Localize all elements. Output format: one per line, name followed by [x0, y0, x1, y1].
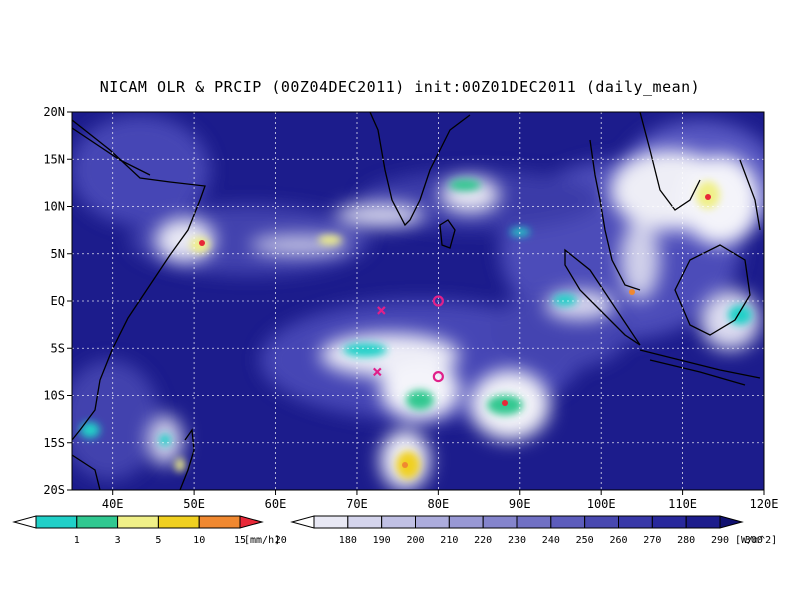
lat-tick-label: EQ	[51, 294, 65, 308]
olr-colorbar: 180 190 200 210 220 230 240 250 260 270 280 290 300[…	[290, 515, 777, 546]
lat-tick-label: 5N	[51, 247, 65, 261]
colorbar-label: 5	[155, 535, 161, 546]
colorbar-label: 1	[74, 535, 80, 546]
colorbar-box	[415, 515, 450, 529]
colorbar-label: 210	[440, 535, 458, 546]
colorbar-box	[157, 515, 200, 529]
colorbar-unit: [W/m^2]	[735, 535, 777, 546]
colorbar-box	[117, 515, 159, 529]
gridlines	[72, 112, 764, 490]
coastlines	[72, 112, 761, 490]
lat-tick-label: 20N	[43, 105, 65, 119]
colorbar-label: 290	[711, 535, 729, 546]
lon-tick-label: 50E	[183, 497, 205, 511]
colorbar-box	[198, 515, 241, 529]
colorbar-box	[516, 515, 552, 529]
colorbar-box	[35, 515, 78, 529]
map-title: NICAM OLR & PRCIP (00Z04DEC2011) init:00…	[99, 78, 701, 96]
colorbar-box	[313, 515, 349, 529]
lat-tick-label: 5S	[51, 341, 65, 355]
colorbar-box	[76, 515, 119, 529]
colorbar-label: 200	[406, 535, 424, 546]
lon-axis: 40E 50E 60E 70E 80E 90E 100E 110E 120E	[102, 490, 779, 511]
lon-tick-label: 40E	[102, 497, 124, 511]
colorbar-label: 260	[609, 535, 627, 546]
colorbar-box	[448, 515, 484, 529]
precip-field	[80, 179, 752, 479]
plot-area	[72, 112, 764, 490]
colorbar-label: 230	[508, 535, 526, 546]
storm-cross-marker	[377, 306, 386, 315]
colorbar-box	[651, 515, 687, 529]
precip-cores	[199, 194, 711, 468]
storm-cross-marker	[373, 367, 382, 377]
colorbar-label: 300	[745, 535, 763, 546]
colorbar-label: 220	[474, 535, 492, 546]
lon-tick-label: 120E	[750, 497, 779, 511]
lat-tick-label: 10S	[43, 389, 65, 403]
colorbar-label: 3	[115, 535, 121, 546]
colorbar-box	[347, 515, 383, 529]
storm-circle-marker	[432, 295, 444, 307]
precip-colorbar: 1 3 5 10 15 20[mm/h]	[12, 515, 287, 546]
colorbar-label: 190	[373, 535, 391, 546]
colorbar-box	[685, 515, 721, 529]
lon-tick-label: 90E	[509, 497, 531, 511]
colorbar-box	[584, 515, 620, 529]
colorbar-box	[381, 515, 416, 529]
colorbar-label: 240	[542, 535, 560, 546]
lon-tick-label: 80E	[428, 497, 450, 511]
colorbar-box	[482, 515, 518, 529]
colorbar-label: 280	[677, 535, 695, 546]
storm-markers	[373, 295, 444, 383]
colorbar-label: 250	[576, 535, 594, 546]
lat-axis: 20N 15N 10N 5N EQ 5S 10S 15S 20S	[43, 105, 72, 497]
colorbar-box	[550, 515, 586, 529]
colorbar-label: 270	[643, 535, 661, 546]
colorbar-box	[618, 515, 653, 529]
lat-tick-label: 10N	[43, 200, 65, 214]
storm-circle-marker	[432, 371, 444, 383]
lon-tick-label: 60E	[265, 497, 287, 511]
colorbar-label: 20	[275, 535, 287, 546]
lon-tick-label: 110E	[668, 497, 697, 511]
lat-tick-label: 20S	[43, 483, 65, 497]
lon-tick-label: 100E	[587, 497, 616, 511]
colorbar-right-arrow	[719, 515, 744, 529]
lat-tick-label: 15S	[43, 436, 65, 450]
colorbar-right-arrow	[239, 515, 264, 529]
colorbar-label: 15	[234, 535, 246, 546]
colorbar-label: 10	[193, 535, 205, 546]
colorbar-label: 180	[339, 535, 357, 546]
colorbar-unit: [mm/h]	[244, 535, 280, 546]
lat-tick-label: 15N	[43, 152, 65, 166]
colorbar-left-arrow	[290, 515, 315, 529]
lon-tick-label: 70E	[346, 497, 368, 511]
colorbar-left-arrow	[12, 515, 37, 529]
